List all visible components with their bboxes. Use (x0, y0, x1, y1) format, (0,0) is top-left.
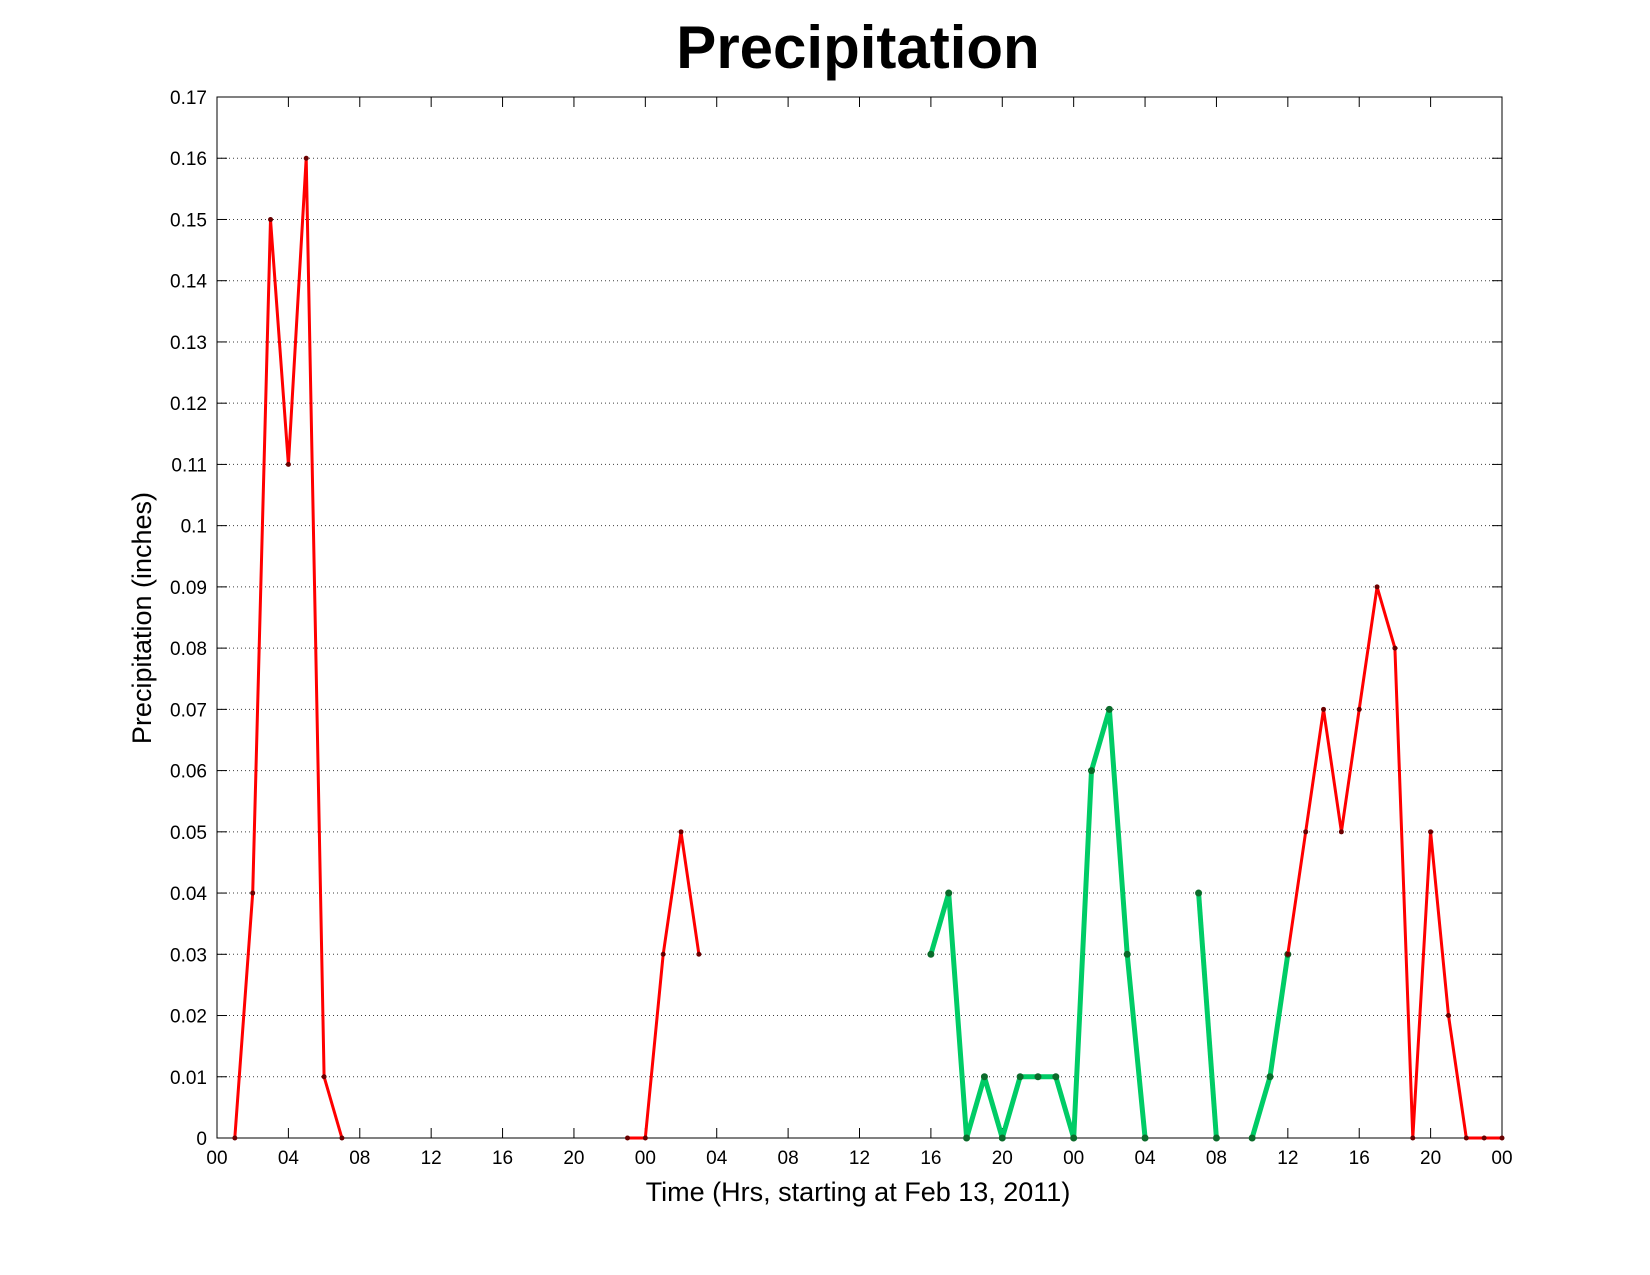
data-point (963, 1134, 971, 1142)
y-tick-label: 0.07 (170, 700, 207, 721)
y-tick-label: 0.02 (170, 1007, 207, 1028)
data-point (998, 1134, 1006, 1142)
x-tick-label: 08 (778, 1148, 799, 1169)
y-tick-label: 0.09 (170, 578, 207, 599)
data-point (1123, 950, 1131, 958)
data-point (660, 951, 666, 957)
data-point (1356, 706, 1362, 712)
x-tick-labels: 00 04 08 12 16 20 00 04 08 12 16 20 00 04 08 12 16 20 00 (206, 1148, 1512, 1169)
y-tick-label: 0.06 (170, 762, 207, 783)
data-point (1088, 767, 1096, 775)
data-point (1285, 951, 1291, 957)
x-tick-label: 20 (1420, 1148, 1441, 1169)
data-point (1392, 645, 1398, 651)
y-tick-label: 0.04 (170, 884, 207, 905)
data-point (1195, 889, 1203, 897)
data-point (1248, 1134, 1256, 1142)
x-tick-label: 04 (278, 1148, 300, 1169)
data-point (1499, 1135, 1505, 1141)
data-point (1266, 1073, 1274, 1081)
data-point (321, 1074, 327, 1080)
y-tick-label: 0.03 (170, 945, 207, 966)
plot-frame (216, 96, 1503, 1139)
x-tick-label: 16 (492, 1148, 513, 1169)
data-point (1105, 705, 1113, 713)
x-tick-label: 16 (1349, 1148, 1370, 1169)
data-point (1141, 1134, 1149, 1142)
data-point (1034, 1073, 1042, 1081)
data-point (268, 216, 274, 222)
series-line-5 (1286, 585, 1502, 1140)
x-tick-label: 12 (421, 1148, 442, 1169)
x-tick-label: 20 (563, 1148, 584, 1169)
y-tick-label: 0.15 (170, 210, 207, 231)
y-tick-label: 0.05 (170, 823, 207, 844)
data-point (980, 1073, 988, 1081)
data-point (1303, 829, 1309, 835)
data-point (678, 829, 684, 835)
y-axis-label: Precipitation (inches) (127, 492, 157, 744)
x-axis-label: Time (Hrs, starting at Feb 13, 2011) (646, 1177, 1071, 1207)
chart-title: Precipitation (676, 14, 1039, 81)
data-point (945, 889, 953, 897)
data-point (927, 950, 935, 958)
data-point (696, 951, 702, 957)
data-point (1338, 829, 1344, 835)
y-tick-label: 0.16 (170, 149, 207, 170)
x-tick-label: 16 (920, 1148, 941, 1169)
x-tick-label: 00 (206, 1148, 227, 1169)
y-tick-label: 0.17 (170, 88, 207, 109)
y-tick-label: 0.11 (171, 455, 207, 476)
y-tick-labels: 0 0.01 0.02 0.03 0.04 0.05 0.06 0.07 0.08 0.09 0.1… (170, 88, 207, 1150)
x-tick-label: 00 (1491, 1148, 1512, 1169)
tick-layer (216, 96, 1503, 1139)
data-point (1374, 584, 1380, 590)
x-tick-label: 04 (706, 1148, 728, 1169)
data-point (339, 1135, 345, 1141)
data-point (1445, 1013, 1451, 1019)
data-point (303, 155, 309, 161)
x-tick-label: 08 (349, 1148, 370, 1169)
y-tick-label: 0.08 (170, 639, 207, 660)
x-tick-label: 12 (1277, 1148, 1298, 1169)
data-point (1463, 1135, 1469, 1141)
data-point (232, 1135, 238, 1141)
data-point (642, 1135, 648, 1141)
x-tick-label: 12 (849, 1148, 870, 1169)
y-tick-label: 0.12 (170, 394, 207, 415)
series-line-1 (627, 830, 701, 1140)
y-tick-label: 0.14 (170, 272, 207, 293)
data-point (1052, 1073, 1060, 1081)
y-tick-label: 0.1 (181, 517, 207, 538)
data-point (1212, 1134, 1220, 1142)
data-point (1016, 1073, 1024, 1081)
x-tick-label: 20 (992, 1148, 1013, 1169)
y-tick-label: 0.13 (170, 333, 207, 354)
series-layer (232, 155, 1505, 1142)
data-point (1410, 1135, 1416, 1141)
data-point (285, 461, 291, 467)
x-tick-label: 00 (1063, 1148, 1084, 1169)
data-point (624, 1135, 630, 1141)
data-point (1481, 1135, 1487, 1141)
series-line-3 (1196, 892, 1219, 1139)
x-tick-label: 00 (635, 1148, 656, 1169)
y-tick-label: 0.01 (170, 1068, 207, 1089)
data-point (1321, 706, 1327, 712)
grid-layer (217, 157, 1502, 1078)
x-tick-label: 08 (1206, 1148, 1227, 1169)
series-line-4 (1249, 953, 1291, 1139)
data-point (1428, 829, 1434, 835)
data-point (1070, 1134, 1078, 1142)
x-tick-label: 04 (1134, 1148, 1156, 1169)
y-tick-label: 0 (196, 1129, 207, 1150)
data-point (250, 890, 256, 896)
